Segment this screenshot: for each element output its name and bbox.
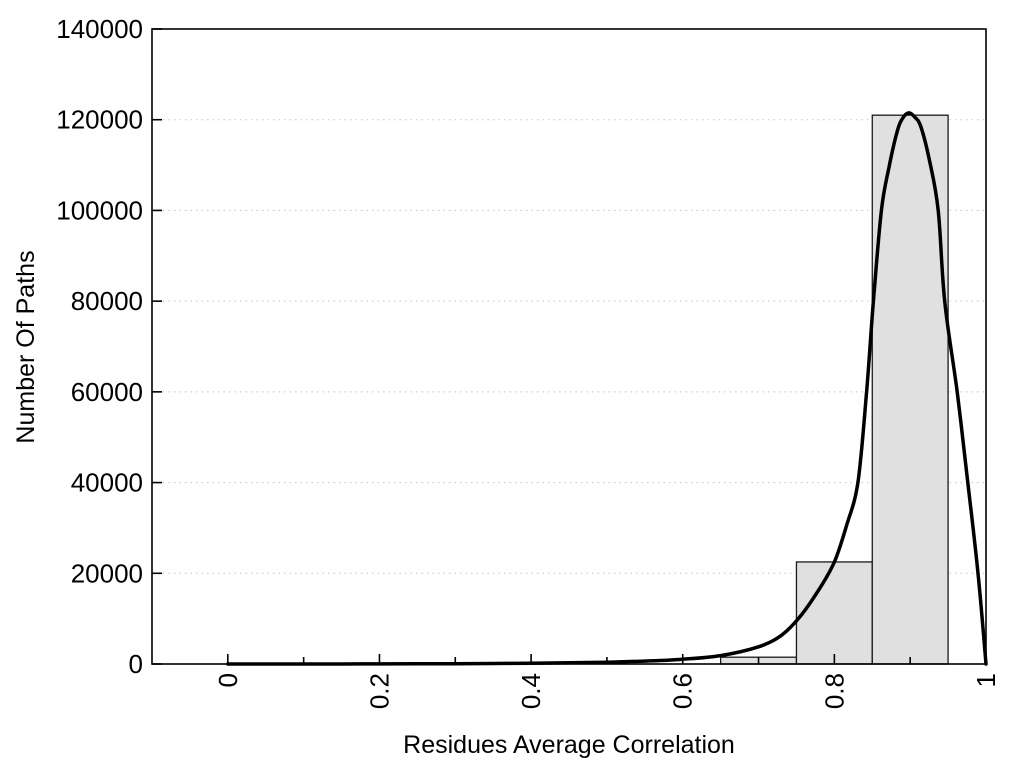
x-tick-label: 0.2 [364, 673, 394, 709]
y-tick-label: 20000 [71, 558, 143, 588]
y-tick-label: 40000 [71, 468, 143, 498]
y-axis-title: Number Of Paths [12, 250, 40, 443]
y-tick-label: 0 [129, 649, 143, 679]
gridlines [152, 119, 986, 574]
y-tick-label: 80000 [71, 286, 143, 316]
y-tick-label: 60000 [71, 377, 143, 407]
x-tick-label: 1 [971, 673, 1001, 687]
histogram-bar [795, 561, 873, 665]
y-tick-label: 100000 [56, 195, 143, 225]
histogram-bar [871, 114, 949, 665]
x-tick-label: 0.8 [819, 673, 849, 709]
x-tick-label: 0.4 [516, 673, 546, 709]
axis-tick-labels: 0 20000 40000 60000 80000 100000 120000 140000 0… [56, 14, 1001, 709]
y-tick-label: 140000 [56, 14, 143, 44]
plot-frame [151, 28, 987, 665]
x-axis-title: Residues Average Correlation [403, 731, 735, 759]
y-tick-label: 120000 [56, 105, 143, 135]
histogram-bars [719, 114, 949, 665]
x-tick-label: 0.6 [668, 673, 698, 709]
axis-ticks [152, 28, 987, 665]
plot-border [151, 28, 987, 665]
x-tick-label: 0 [213, 673, 243, 687]
